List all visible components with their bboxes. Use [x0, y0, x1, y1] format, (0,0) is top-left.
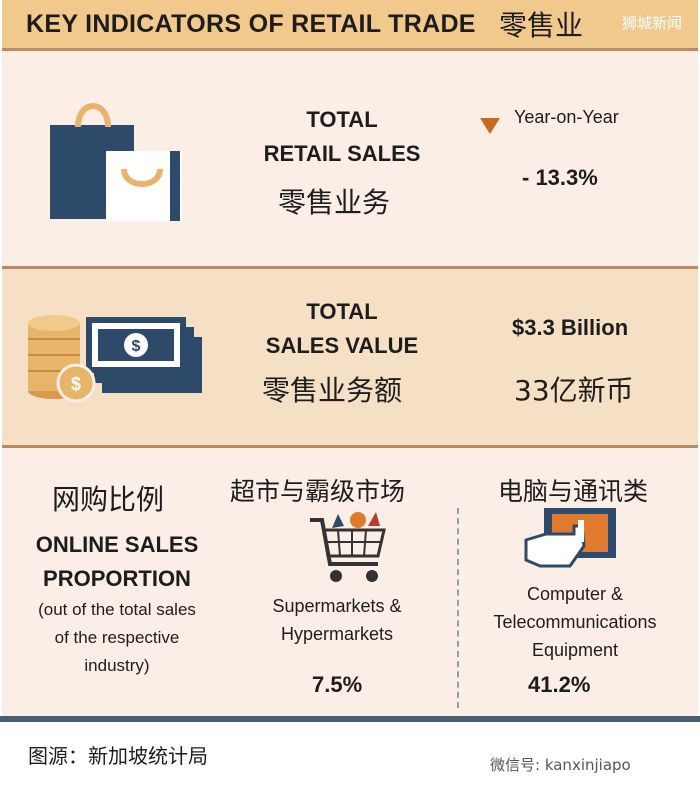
sales-value-amount: $3.3 Billion — [512, 315, 629, 340]
category-value: 41.2% — [528, 672, 591, 697]
watermark-text: 狮城新闻 — [622, 14, 683, 32]
online-label-cn: 网购比例 — [52, 483, 165, 516]
retail-sales-change: - 13.3% — [522, 165, 598, 190]
sales-value-label-line2: SALES VALUE — [265, 333, 419, 358]
divider — [2, 266, 698, 269]
category-name-line3: Equipment — [531, 640, 619, 660]
category-name-line1: Computer & — [526, 584, 624, 604]
sales-value-label-line1: TOTAL — [306, 299, 378, 324]
retail-sales-label-line1: TOTAL — [306, 107, 378, 132]
infographic-frame: KEY INDICATORS OF RETAIL TRADE 零售业 狮城新闻 … — [2, 0, 698, 722]
shopping-bags-icon — [50, 103, 182, 221]
online-note-line3: industry) — [84, 656, 150, 675]
sales-value-label-cn: 零售业务额 — [262, 374, 403, 407]
sales-value-section: $ $ TOTAL SALES VALUE 零售业务额 $3.3 Billion… — [2, 269, 698, 445]
wechat-id: 微信号: kanxinjiapo — [490, 756, 631, 774]
category-value: 7.5% — [312, 672, 363, 697]
period-label: Year-on-Year — [514, 107, 619, 127]
online-sales-section: 网购比例 ONLINE SALES PROPORTION (out of the… — [2, 448, 698, 716]
image-source-caption: 图源：新加坡统计局 — [28, 744, 208, 768]
online-note-line2: of the respective — [54, 628, 180, 647]
bottom-bar — [0, 716, 700, 722]
retail-sales-label-line2: RETAIL SALES — [263, 141, 421, 166]
svg-text:$: $ — [71, 374, 81, 394]
retail-sales-section: TOTAL RETAIL SALES 零售业务 Year-on-Year - 1… — [2, 51, 698, 266]
divider — [2, 445, 698, 448]
online-label-line2: PROPORTION — [43, 566, 191, 591]
tablet-touch-icon — [524, 508, 616, 568]
category-name-cn: 电脑与通讯类 — [498, 477, 649, 506]
online-note-line1: (out of the total sales — [38, 600, 196, 619]
column-divider — [457, 508, 459, 708]
category-name-line1: Supermarkets & — [272, 596, 402, 616]
retail-sales-label-cn: 零售业务 — [278, 186, 391, 219]
category-name-line2: Hypermarkets — [280, 624, 394, 644]
page-title-cn: 零售业 — [499, 9, 584, 42]
sales-value-amount-cn: 33亿新币 — [514, 374, 634, 407]
header-bar: KEY INDICATORS OF RETAIL TRADE 零售业 狮城新闻 — [2, 0, 698, 48]
coins-and-cash-icon: $ $ — [28, 315, 202, 403]
divider — [2, 48, 698, 51]
triangle-down-icon — [480, 118, 500, 134]
shopping-cart-icon — [310, 512, 386, 582]
svg-text:$: $ — [132, 338, 141, 355]
category-name-line2: Telecommunications — [493, 612, 657, 632]
category-name-cn: 超市与霸级市场 — [230, 477, 406, 506]
online-label-line1: ONLINE SALES — [35, 532, 199, 557]
page-title: KEY INDICATORS OF RETAIL TRADE — [26, 10, 476, 38]
